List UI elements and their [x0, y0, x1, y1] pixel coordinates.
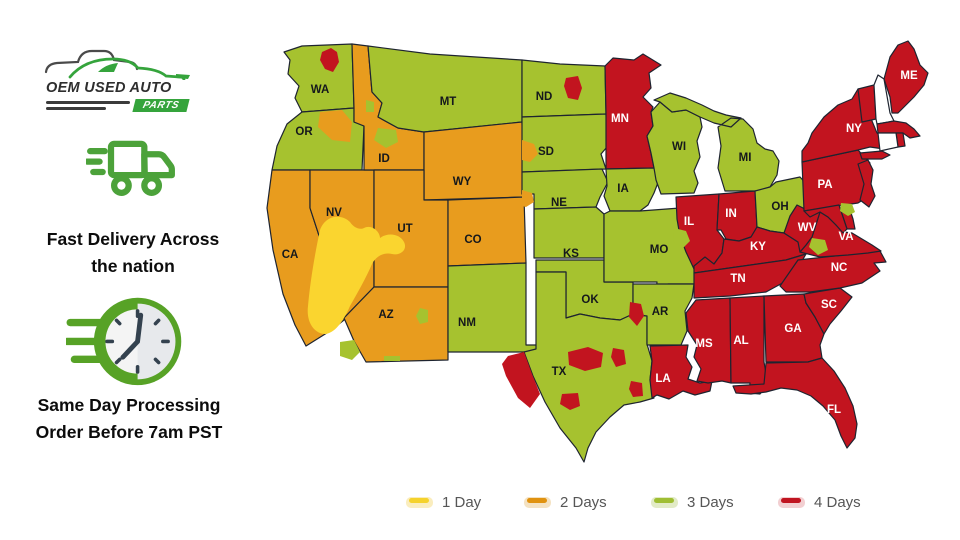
zone-ar-w [629, 302, 644, 326]
state-label-IN: IN [725, 208, 737, 220]
state-ND [521, 59, 607, 118]
state-label-AR: AR [652, 306, 669, 318]
state-label-WY: WY [453, 176, 472, 188]
state-label-MS: MS [695, 338, 713, 350]
state-SD [521, 113, 608, 173]
zone-tx-dallas [568, 347, 603, 371]
state-label-IL: IL [684, 216, 694, 228]
zone-az-sc [384, 356, 400, 361]
zone-id-c [374, 128, 398, 148]
state-label-TN: TN [730, 273, 745, 285]
state-label-UT: UT [397, 223, 412, 235]
state-label-OK: OK [581, 294, 599, 306]
state-CO [447, 196, 527, 267]
state-NM [447, 262, 539, 353]
state-MT [367, 45, 523, 133]
state-MD [803, 204, 848, 234]
state-WA [283, 43, 355, 113]
state-label-MN: MN [611, 113, 629, 125]
state-label-TX: TX [552, 366, 567, 378]
state-label-OR: OR [295, 126, 313, 138]
state-label-SD: SD [538, 146, 554, 158]
state-label-MT: MT [440, 96, 457, 108]
zone-tx-houston [629, 381, 643, 397]
state-label-IA: IA [617, 183, 629, 195]
zone-ne-w [522, 190, 534, 207]
state-label-NC: NC [831, 262, 848, 274]
state-SC [803, 287, 853, 335]
state-MI [653, 92, 780, 192]
state-label-ND: ND [536, 91, 553, 103]
oem-used-auto-logo: OEM USED AUTO PARTS [36, 40, 230, 112]
zone-tx-austin [560, 393, 580, 410]
state-label-WI: WI [672, 141, 686, 153]
state-label-PA: PA [817, 179, 832, 191]
state-IN [716, 190, 758, 242]
zone-va-n [840, 203, 855, 216]
state-label-KY: KY [750, 241, 766, 253]
state-label-GA: GA [784, 323, 801, 335]
state-label-AL: AL [733, 335, 748, 347]
zone-tx-mid [611, 348, 626, 367]
state-label-MI: MI [739, 152, 752, 164]
state-label-MO: MO [650, 244, 669, 256]
state-label-WA: WA [311, 84, 330, 96]
state-label-VA: VA [838, 231, 853, 243]
state-label-OH: OH [771, 201, 788, 213]
zone-nd-ne [564, 76, 582, 100]
zone-az-s [340, 340, 360, 360]
state-label-FL: FL [827, 404, 841, 416]
zone-id-n [366, 100, 374, 112]
state-label-NE: NE [551, 197, 567, 209]
zone-az-e [416, 308, 428, 324]
state-label-CO: CO [464, 234, 481, 246]
state-ME [883, 40, 929, 114]
zone-or-e [318, 110, 352, 142]
delivery-truck-icon [86, 140, 175, 196]
state-label-KS: KS [563, 248, 579, 260]
fast-delivery-text: Fast Delivery Across the nation [46, 229, 220, 276]
state-NH [873, 74, 895, 125]
zone-wa-ne [320, 48, 339, 72]
zone-sd-w [522, 140, 538, 162]
zone-il-stl [673, 228, 690, 248]
state-WY [423, 121, 525, 201]
logo-speed-lines [46, 101, 130, 110]
state-label-NY: NY [846, 123, 862, 135]
state-label-CA: CA [282, 249, 299, 261]
state-label-ID: ID [378, 153, 390, 165]
state-label-ME: ME [900, 70, 918, 82]
clock-icon [66, 297, 182, 386]
state-NJ [857, 159, 876, 208]
car-silhouettes-icon [44, 49, 190, 80]
zone-tx-elpaso [502, 352, 540, 408]
state-FL [732, 357, 858, 449]
zone-sw-1day [307, 216, 406, 334]
same-day-processing-text: Same Day Processing Order Before 7am PST [35, 395, 223, 442]
logo-wordmark: OEM USED AUTO [46, 80, 172, 96]
state-label-AZ: AZ [378, 309, 393, 321]
state-IA [603, 167, 660, 212]
state-CT [877, 132, 899, 152]
state-label-NV: NV [326, 207, 342, 219]
state-LA [649, 344, 713, 400]
state-label-NM: NM [458, 317, 476, 329]
state-label-WV: WV [798, 222, 817, 234]
state-AL [729, 295, 769, 395]
state-label-SC: SC [821, 299, 837, 311]
state-label-LA: LA [655, 373, 670, 385]
zone-va-c [809, 238, 828, 255]
